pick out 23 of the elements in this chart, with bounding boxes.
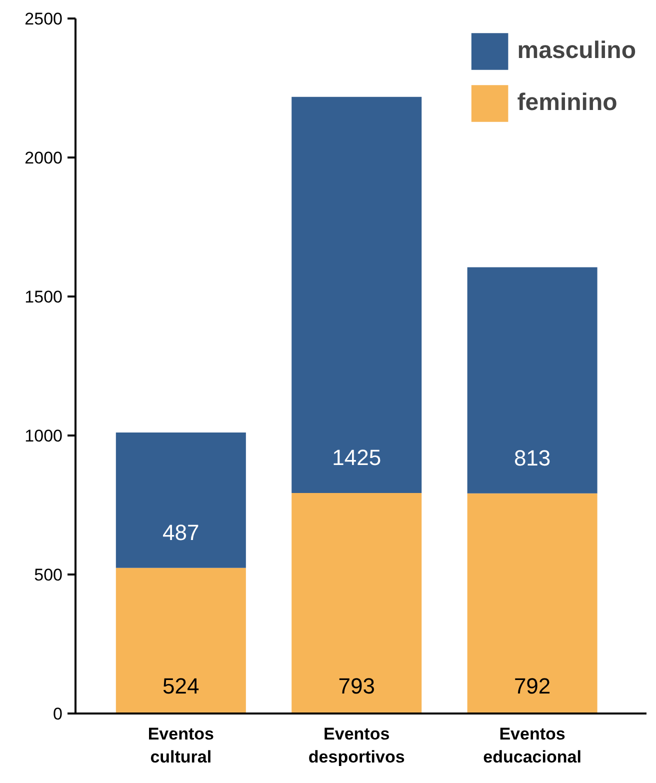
y-tick-label: 2500: [24, 10, 63, 28]
y-tick-label: 2000: [24, 148, 63, 168]
legend-label: masculino: [517, 37, 636, 65]
bar: [467, 267, 598, 494]
bar: [467, 493, 598, 714]
x-tick-label: Eventos desportivos: [308, 724, 405, 766]
y-tick-label: 0: [53, 704, 63, 724]
bar: [292, 493, 422, 714]
data-label: 524: [162, 674, 200, 698]
y-tick-label: 500: [34, 566, 63, 584]
bar: [116, 568, 246, 714]
data-label: 793: [338, 674, 375, 698]
data-label: 792: [514, 674, 551, 698]
x-tick-label: Eventos cultural: [148, 724, 214, 766]
y-tick-label: 1000: [24, 426, 63, 446]
legend-label: feminino: [517, 89, 618, 117]
data-label: 813: [514, 445, 551, 470]
y-tick-label: 1500: [24, 288, 63, 306]
bar: [292, 96, 422, 494]
x-tick-label: Eventos educacional: [483, 724, 582, 766]
data-label: 1425: [332, 445, 382, 470]
data-label: 487: [162, 520, 200, 545]
bar: [116, 432, 246, 568]
